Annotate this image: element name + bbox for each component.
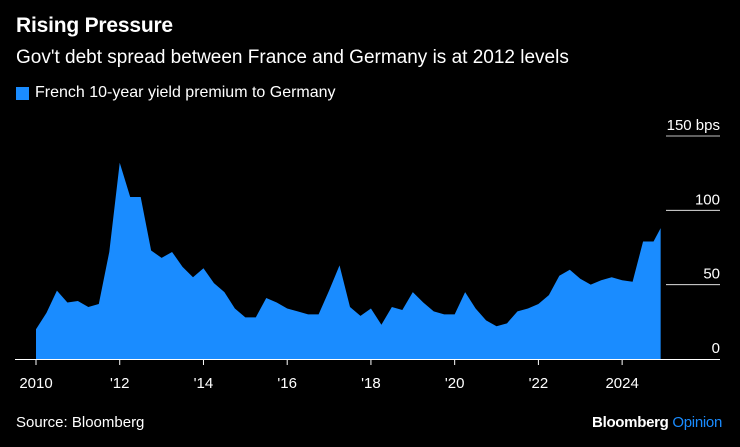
y-tick-label-0: 0 (712, 340, 720, 357)
brand-suffix: Opinion (672, 414, 722, 431)
source-note: Source: Bloomberg (16, 414, 145, 431)
chart-subtitle: Gov't debt spread between France and Ger… (16, 47, 569, 68)
brand-logo: Bloomberg Opinion (592, 414, 722, 431)
x-tick-label-2022: '22 (529, 375, 549, 392)
y-tick-label-150: 150 bps (667, 117, 720, 134)
legend: French 10-year yield premium to Germany (16, 84, 336, 102)
area-series-french-spread (36, 162, 661, 359)
x-tick-label-2016: '16 (277, 375, 297, 392)
legend-swatch (16, 86, 29, 100)
x-tick-label-2018: '18 (361, 375, 381, 392)
x-tick-label-2012: '12 (110, 375, 130, 392)
x-tick-label-2010: 2010 (19, 375, 52, 392)
y-tick-label-50: 50 (703, 266, 720, 283)
x-tick-label-2024: 2024 (605, 375, 638, 392)
legend-label: French 10-year yield premium to Germany (35, 84, 336, 101)
brand-name: Bloomberg (592, 414, 669, 431)
y-tick-label-100: 100 (695, 191, 720, 208)
x-tick-label-2014: '14 (194, 375, 214, 392)
chart-title: Rising Pressure (16, 14, 173, 37)
x-tick-label-2020: '20 (445, 375, 465, 392)
